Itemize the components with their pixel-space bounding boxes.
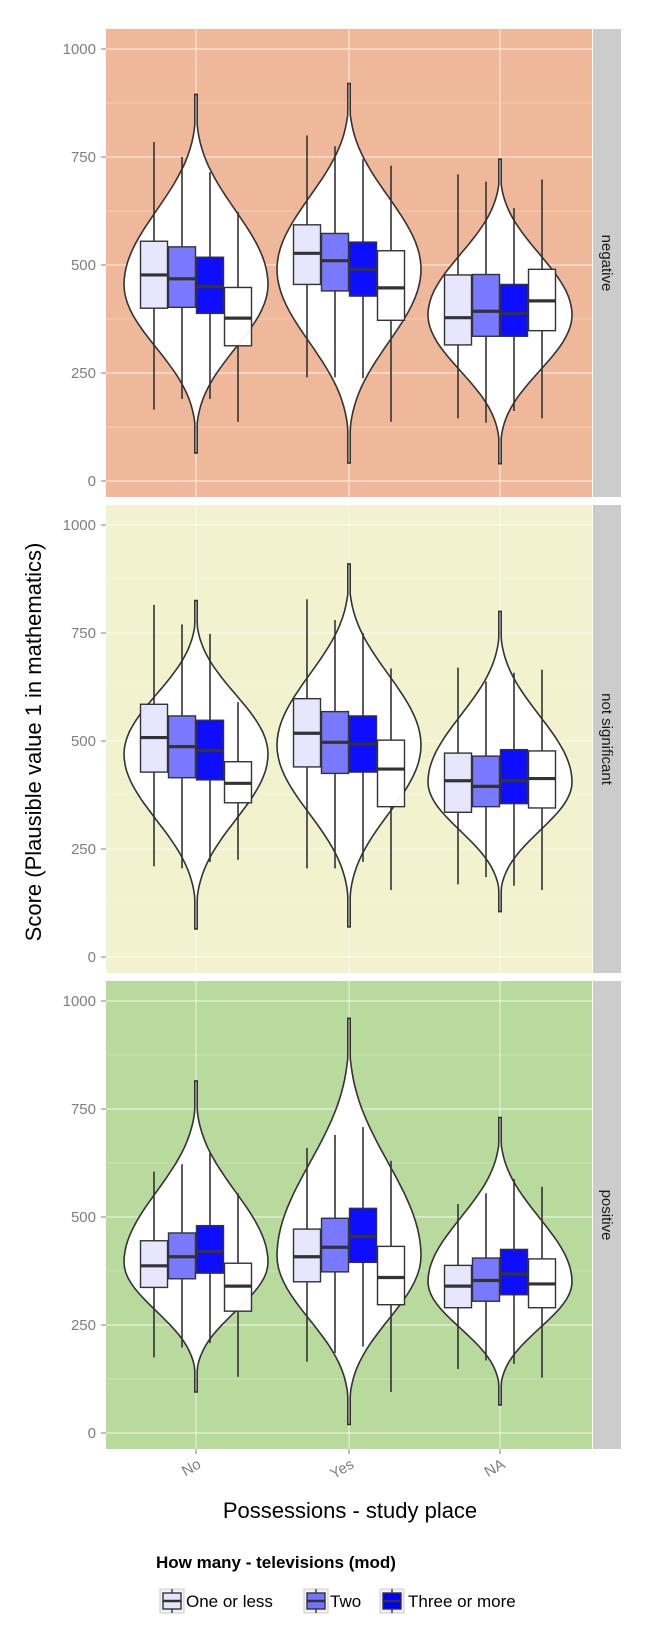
facet-panel: 0 250 500 750 1000 not significant bbox=[63, 505, 621, 973]
boxplot bbox=[499, 672, 529, 886]
facet-strip-label: negative bbox=[598, 235, 615, 292]
x-axis: No Yes NA bbox=[179, 1449, 508, 1483]
box-iqr bbox=[499, 1248, 529, 1296]
y-tick-label: 1000 bbox=[63, 41, 96, 58]
legend-label: One or less bbox=[186, 1592, 273, 1611]
boxplot bbox=[292, 135, 322, 378]
boxplot bbox=[320, 620, 350, 869]
panels-layer: 0 250 500 750 1000 negative 0 250 500 750 1000 not … bbox=[63, 29, 621, 1449]
facet-strip bbox=[593, 29, 621, 497]
legend-label: Three or more bbox=[408, 1592, 516, 1611]
category-group bbox=[276, 1017, 422, 1426]
boxplot bbox=[139, 1171, 169, 1358]
y-tick-label: 0 bbox=[88, 1425, 96, 1442]
y-tick-label: 750 bbox=[71, 149, 96, 166]
boxplot bbox=[376, 165, 406, 422]
category-group bbox=[123, 1080, 269, 1393]
box-iqr bbox=[320, 1217, 350, 1273]
boxplot bbox=[348, 633, 378, 862]
boxplot bbox=[223, 211, 253, 422]
legend-entry: Three or more bbox=[379, 1588, 516, 1614]
box-iqr bbox=[195, 1224, 225, 1274]
boxplot bbox=[139, 604, 169, 867]
y-tick-label: 500 bbox=[71, 257, 96, 274]
boxplot bbox=[167, 1164, 197, 1348]
box-iqr bbox=[376, 739, 406, 808]
boxplot bbox=[292, 1147, 322, 1362]
y-tick-label: 250 bbox=[71, 365, 96, 382]
facet-strip bbox=[593, 505, 621, 973]
legend-label: Two bbox=[330, 1592, 361, 1611]
facet-strip-label: positive bbox=[598, 1190, 615, 1241]
boxplot bbox=[471, 681, 501, 878]
boxplot bbox=[139, 141, 169, 410]
boxplot bbox=[499, 207, 529, 412]
x-tick-label: No bbox=[179, 1456, 204, 1480]
y-tick-label: 500 bbox=[71, 733, 96, 750]
category-group bbox=[276, 563, 422, 928]
y-tick-label: 1000 bbox=[63, 517, 96, 534]
box-iqr bbox=[167, 246, 197, 309]
box-iqr bbox=[443, 274, 473, 346]
y-tick-label: 500 bbox=[71, 1209, 96, 1226]
box-iqr bbox=[499, 748, 529, 805]
boxplot bbox=[320, 1134, 350, 1354]
box-iqr bbox=[471, 273, 501, 337]
y-tick-label: 750 bbox=[71, 1101, 96, 1118]
category-group bbox=[427, 158, 573, 465]
legend-title: How many - televisions (mod) bbox=[156, 1553, 396, 1572]
boxplot bbox=[167, 157, 197, 399]
y-axis-title: Score (Plausible value 1 in mathematics) bbox=[21, 543, 46, 942]
box-iqr bbox=[443, 752, 473, 813]
y-tick-label: 0 bbox=[88, 949, 96, 966]
category-group bbox=[123, 599, 269, 930]
box-iqr bbox=[471, 755, 501, 808]
facet-panel: 0 250 500 750 1000 negative bbox=[63, 29, 621, 497]
legend: How many - televisions (mod) One or less… bbox=[156, 1553, 516, 1614]
boxplot bbox=[471, 181, 501, 423]
category-group bbox=[276, 82, 422, 464]
facet-strip bbox=[593, 981, 621, 1449]
y-tick-label: 0 bbox=[88, 473, 96, 490]
y-tick-label: 250 bbox=[71, 1317, 96, 1334]
x-tick-label: Yes bbox=[327, 1456, 357, 1483]
boxplot bbox=[348, 159, 378, 379]
category-group bbox=[427, 1116, 573, 1406]
boxplot bbox=[320, 146, 350, 378]
category-group bbox=[427, 610, 573, 913]
facet-strip-label: not significant bbox=[598, 693, 615, 786]
boxplot bbox=[443, 667, 473, 885]
boxplot bbox=[499, 1178, 529, 1364]
box-iqr bbox=[139, 1240, 169, 1289]
y-tick-label: 750 bbox=[71, 625, 96, 642]
boxplot bbox=[292, 599, 322, 869]
legend-entry: Two bbox=[303, 1588, 361, 1614]
boxplot bbox=[443, 174, 473, 419]
boxplot bbox=[195, 633, 225, 862]
x-tick-label: NA bbox=[481, 1456, 508, 1481]
boxplot bbox=[376, 668, 406, 891]
facet-panel: 0 250 500 750 1000 positive bbox=[63, 981, 621, 1449]
legend-entry: One or less bbox=[159, 1588, 273, 1614]
y-tick-label: 250 bbox=[71, 841, 96, 858]
x-axis-title: Possessions - study place bbox=[223, 1498, 477, 1523]
boxplot bbox=[195, 1153, 225, 1344]
y-tick-label: 1000 bbox=[63, 993, 96, 1010]
boxplot bbox=[527, 1186, 557, 1378]
boxplot bbox=[223, 702, 253, 860]
boxplot bbox=[348, 1127, 378, 1347]
category-group bbox=[123, 93, 269, 454]
box-iqr bbox=[376, 250, 406, 321]
boxplot bbox=[167, 624, 197, 869]
boxplot bbox=[223, 1193, 253, 1377]
boxplot bbox=[527, 179, 557, 419]
box-iqr bbox=[499, 283, 529, 337]
boxplot bbox=[376, 1160, 406, 1392]
boxplot bbox=[471, 1193, 501, 1361]
boxplot bbox=[527, 669, 557, 891]
boxplot bbox=[443, 1204, 473, 1370]
boxplot bbox=[195, 172, 225, 399]
box-iqr bbox=[376, 1245, 406, 1306]
